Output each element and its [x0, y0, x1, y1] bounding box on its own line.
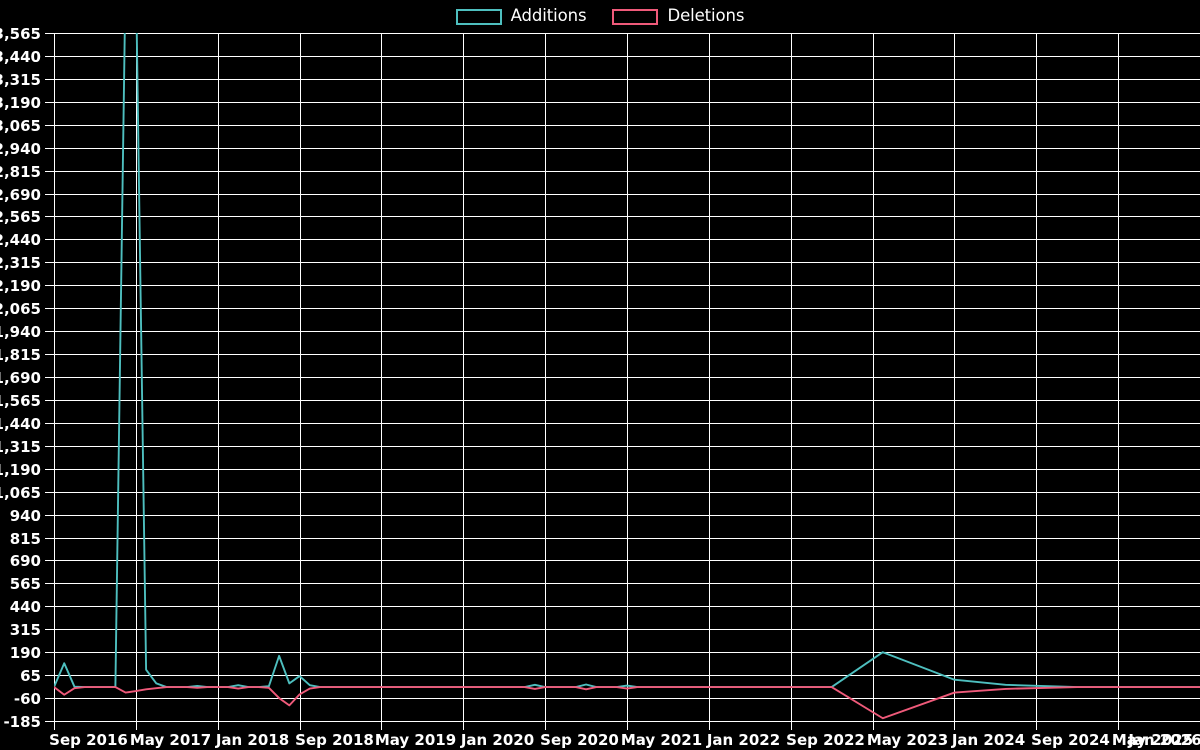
x-axis-tick-label: Sep 2018: [295, 731, 374, 749]
y-axis-tick-label: 2,940: [0, 140, 41, 158]
y-axis-tick-label: 3,190: [0, 94, 41, 112]
y-axis-tick-label: 190: [10, 644, 41, 662]
y-axis-tick-label: 1,190: [0, 461, 41, 479]
x-axis-tick-label: May 2021: [621, 731, 702, 749]
y-axis-tick-label: 2,315: [0, 254, 41, 272]
y-axis-tick-label: -185: [3, 713, 41, 731]
legend-item-deletions[interactable]: Deletions: [612, 8, 744, 25]
x-axis-tick-label: May 2019: [375, 731, 456, 749]
x-axis-tick-label: Jan 2022: [706, 731, 780, 749]
y-axis-tick-label: 2,815: [0, 163, 41, 181]
legend-item-additions[interactable]: Additions: [455, 6, 587, 26]
series-lines: [54, 33, 1200, 720]
y-axis-tick-label: 940: [10, 507, 41, 525]
x-axis-ticks: Sep 2016 May 2017 Jan 2018 Sep 2018 May 2019…: [49, 721, 1200, 749]
y-axis-tick-label: 3,065: [0, 117, 41, 135]
y-axis-tick-label: 690: [10, 552, 41, 570]
y-axis-tick-label: 1,565: [0, 392, 41, 410]
y-axis-tick-label: 1,315: [0, 438, 41, 456]
y-axis-tick-label: 3,315: [0, 71, 41, 89]
x-axis-tick-label: Jan 2024: [951, 731, 1025, 749]
series-line-deletions: [54, 686, 1200, 720]
x-axis-tick-label: May 2025: [1112, 731, 1193, 749]
y-axis-tick-label: 2,065: [0, 300, 41, 318]
x-axis-tick-label: May 2023: [867, 731, 948, 749]
x-axis-tick-label: Jan 2020: [460, 731, 534, 749]
y-axis-tick-label: 1,690: [0, 369, 41, 387]
y-axis-tick-label: 2,690: [0, 186, 41, 204]
y-axis-tick-label: 2,565: [0, 208, 41, 226]
y-axis-tick-label: 1,065: [0, 484, 41, 502]
y-axis-tick-label: 3,440: [0, 48, 41, 66]
y-axis-tick-label: 2,190: [0, 277, 41, 295]
y-axis-tick-label: 815: [10, 530, 41, 548]
legend-label-additions: Additions: [510, 6, 587, 26]
y-axis-ticks: 3,565 3,440 3,315 3,190 3,065 2,940 2,815 2,690…: [0, 25, 54, 731]
x-axis-tick-label: Sep 2022: [786, 731, 865, 749]
y-axis-tick-label: -60: [14, 690, 41, 708]
legend-swatch-deletions-icon: [612, 8, 659, 25]
x-axis-tick-label: May 2017: [130, 731, 211, 749]
x-axis-tick-label: Sep 2016: [49, 731, 128, 749]
y-axis-tick-label: 1,440: [0, 415, 41, 433]
y-axis-tick-label: 1,815: [0, 346, 41, 364]
y-axis-tick-label: 1,940: [0, 323, 41, 341]
legend-label-deletions: Deletions: [667, 6, 745, 26]
y-axis-tick-label: 2,440: [0, 231, 41, 249]
x-axis-tick-label: Jan 2026: [1127, 731, 1200, 749]
y-axis-tick-label: 315: [10, 621, 41, 639]
x-axis-tick-label: Jan 2018: [215, 731, 289, 749]
legend-swatch-additions-icon: [455, 8, 502, 25]
y-axis-tick-label: 565: [10, 575, 41, 593]
y-axis-tick-label: 3,565: [0, 25, 41, 43]
x-axis-tick-label: Sep 2020: [540, 731, 619, 749]
y-axis-tick-label: 440: [10, 598, 41, 616]
chart-legend: Additions Deletions: [0, 0, 1200, 33]
y-axis-tick-label: 65: [20, 667, 41, 685]
grid-lines: [53, 32, 1200, 723]
x-axis-tick-label: Sep 2024: [1031, 731, 1110, 749]
